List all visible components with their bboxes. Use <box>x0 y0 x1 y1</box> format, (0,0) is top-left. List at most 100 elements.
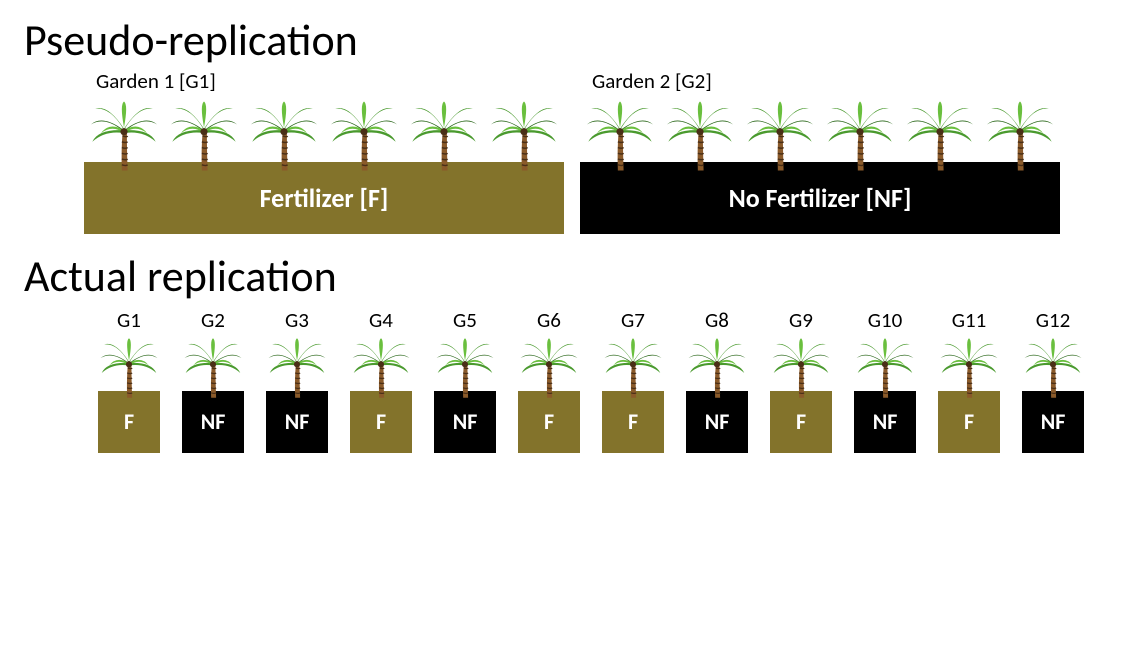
plot-plant <box>854 337 916 399</box>
garden-1-soil-label: Fertilizer [F] <box>260 182 389 214</box>
plot-treatment-label: NF <box>705 408 730 435</box>
plot: G1 F <box>94 307 164 453</box>
palm-icon <box>904 100 976 172</box>
palm-icon <box>408 100 480 172</box>
plot-treatment-label: F <box>796 408 806 435</box>
plot-plant <box>602 337 664 399</box>
palm-icon <box>168 100 240 172</box>
garden-2-soil: No Fertilizer [NF] <box>580 162 1060 234</box>
plot: G9 F <box>766 307 836 453</box>
plot: G11 F <box>934 307 1004 453</box>
plot-garden-label: G7 <box>621 307 645 333</box>
plot-soil: F <box>98 391 160 453</box>
plot-treatment-label: F <box>964 408 974 435</box>
palm-icon <box>98 337 160 399</box>
garden-block-2: Garden 2 [G2] <box>580 68 1060 234</box>
palm-icon <box>744 100 816 172</box>
garden-2-soil-label: No Fertilizer [NF] <box>729 182 912 214</box>
palm-icon <box>350 337 412 399</box>
plot-soil: F <box>350 391 412 453</box>
plot-plant <box>266 337 328 399</box>
palm-icon <box>518 337 580 399</box>
plot-plant <box>518 337 580 399</box>
plot-treatment-label: F <box>628 408 638 435</box>
plot-plant <box>98 337 160 399</box>
palm-icon <box>854 337 916 399</box>
palm-icon <box>88 100 160 172</box>
palm-icon <box>248 100 320 172</box>
plot-plant <box>770 337 832 399</box>
plot: G6 F <box>514 307 584 453</box>
plot: G3 NF <box>262 307 332 453</box>
page: Pseudo-replication Garden 1 [G1] <box>0 0 1140 660</box>
plot-treatment-label: F <box>544 408 554 435</box>
palm-icon <box>938 337 1000 399</box>
plot-garden-label: G1 <box>117 307 141 333</box>
plot-soil: NF <box>686 391 748 453</box>
pseudo-title: Pseudo-replication <box>24 16 1116 64</box>
plot-soil: NF <box>854 391 916 453</box>
plot-soil: F <box>602 391 664 453</box>
plot-plant <box>182 337 244 399</box>
plot: G10 NF <box>850 307 920 453</box>
plot-treatment-label: NF <box>201 408 226 435</box>
plot-plant <box>350 337 412 399</box>
garden-2-label: Garden 2 [G2] <box>592 68 1060 94</box>
plot: G7 F <box>598 307 668 453</box>
plot-soil: NF <box>266 391 328 453</box>
palm-icon <box>434 337 496 399</box>
plot-garden-label: G10 <box>868 307 903 333</box>
plot-plant <box>1022 337 1084 399</box>
palm-icon <box>1022 337 1084 399</box>
garden-2-plants <box>580 100 1060 172</box>
garden-1-plants <box>84 100 564 172</box>
plot-treatment-label: NF <box>873 408 898 435</box>
plot-plant <box>938 337 1000 399</box>
actual-title: Actual replication <box>24 252 1116 300</box>
plot-garden-label: G6 <box>537 307 561 333</box>
plot-plant <box>434 337 496 399</box>
palm-icon <box>770 337 832 399</box>
plot: G12 NF <box>1018 307 1088 453</box>
plot-garden-label: G11 <box>952 307 987 333</box>
palm-icon <box>824 100 896 172</box>
palm-icon <box>984 100 1056 172</box>
plot-garden-label: G3 <box>285 307 309 333</box>
actual-section: Actual replication G1 FG2 NFG3 <box>24 252 1116 452</box>
plot: G2 NF <box>178 307 248 453</box>
plot-garden-label: G5 <box>453 307 477 333</box>
garden-1-soil: Fertilizer [F] <box>84 162 564 234</box>
plot-garden-label: G9 <box>789 307 813 333</box>
plot-treatment-label: NF <box>285 408 310 435</box>
palm-icon <box>266 337 328 399</box>
plot-plant <box>686 337 748 399</box>
plot-garden-label: G12 <box>1036 307 1071 333</box>
plot-soil: F <box>518 391 580 453</box>
garden-1-label: Garden 1 [G1] <box>96 68 564 94</box>
plot-soil: F <box>770 391 832 453</box>
plot-soil: NF <box>182 391 244 453</box>
plot-soil: NF <box>434 391 496 453</box>
plot-treatment-label: NF <box>453 408 478 435</box>
palm-icon <box>664 100 736 172</box>
garden-block-1: Garden 1 [G1] <box>84 68 564 234</box>
palm-icon <box>686 337 748 399</box>
plot-treatment-label: F <box>124 408 134 435</box>
palm-icon <box>182 337 244 399</box>
palm-icon <box>328 100 400 172</box>
plot: G4 F <box>346 307 416 453</box>
plot: G8 NF <box>682 307 752 453</box>
palm-icon <box>584 100 656 172</box>
plot-treatment-label: NF <box>1041 408 1066 435</box>
palm-icon <box>488 100 560 172</box>
plot-treatment-label: F <box>376 408 386 435</box>
pseudo-gardens-row: Garden 1 [G1] <box>84 68 1116 234</box>
palm-icon <box>602 337 664 399</box>
plot: G5 NF <box>430 307 500 453</box>
plot-garden-label: G8 <box>705 307 729 333</box>
actual-plot-row: G1 FG2 NFG3 <box>94 307 1116 453</box>
plot-soil: F <box>938 391 1000 453</box>
plot-garden-label: G4 <box>369 307 393 333</box>
plot-soil: NF <box>1022 391 1084 453</box>
plot-garden-label: G2 <box>201 307 225 333</box>
